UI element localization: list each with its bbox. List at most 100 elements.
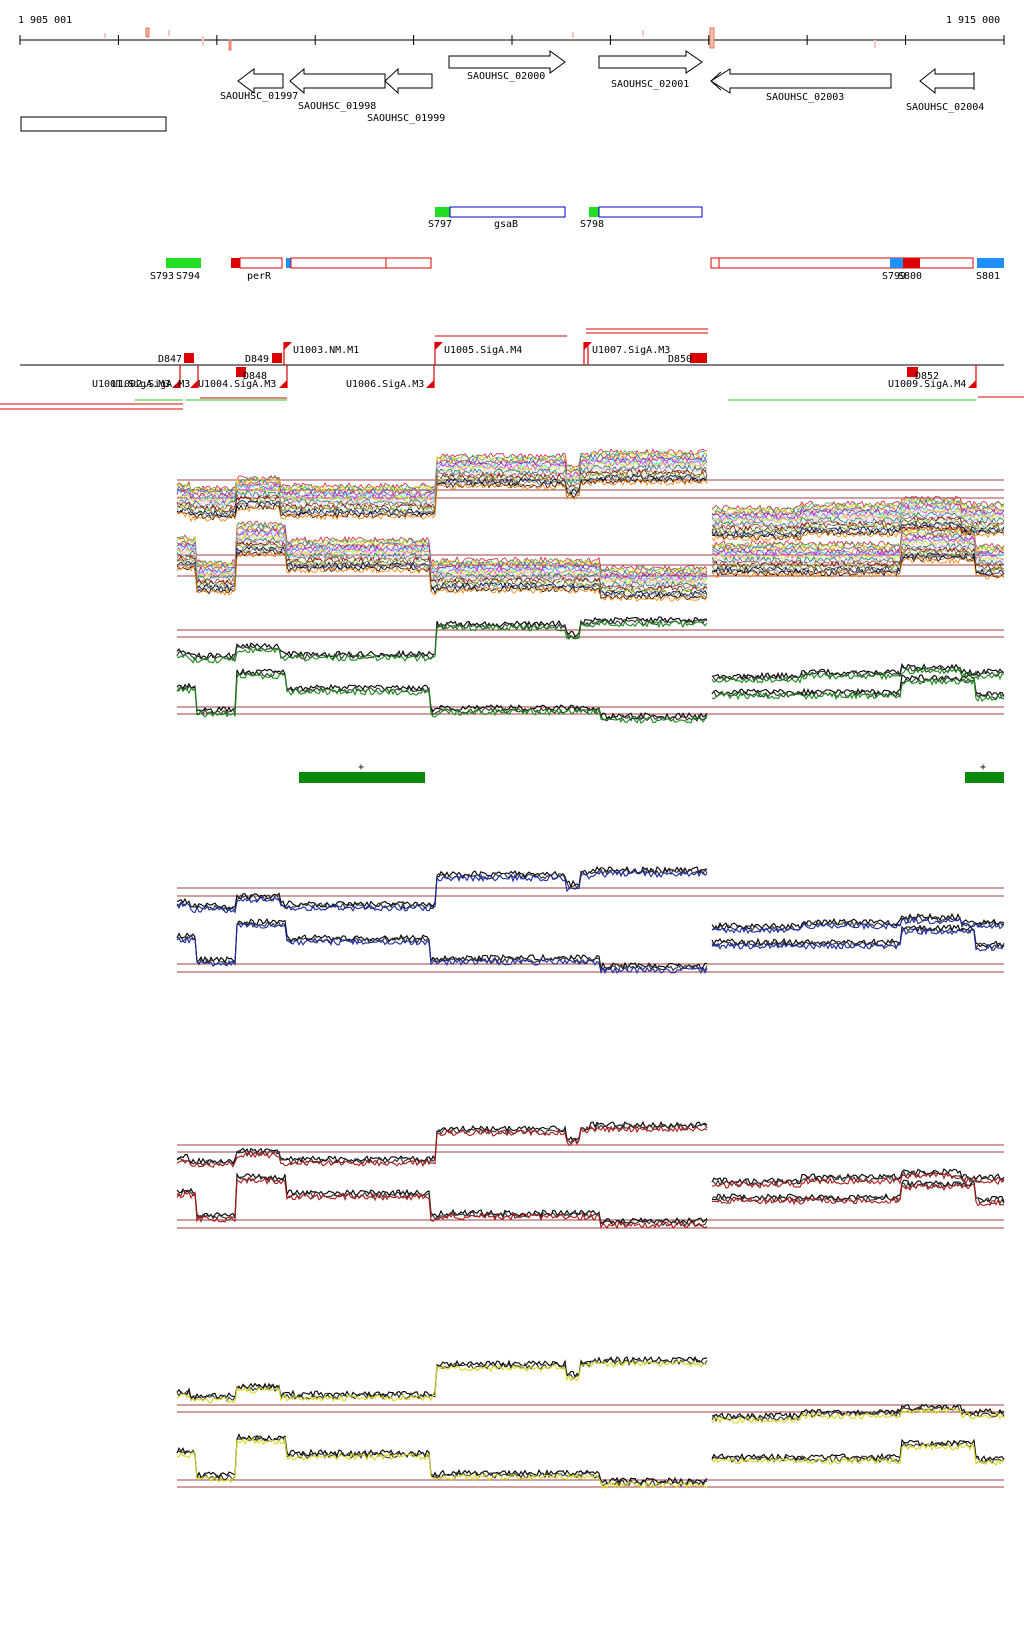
gene-saouhsc-02001[interactable]: SAOUHSC_02001 (598, 50, 703, 90)
signal-line-plus (176, 619, 708, 664)
signal-line-plus (711, 522, 1005, 539)
feature-s800-label: S800 (898, 271, 922, 282)
promoter-u1007[interactable]: U1007.SigA.M3 (583, 328, 708, 365)
gene-saouhsc-01998[interactable]: SAOUHSC_01998 (289, 67, 386, 112)
signal-line-plus (711, 523, 1005, 541)
feature-perr-label: perR (247, 271, 272, 282)
gene-saouhsc-02004[interactable]: SAOUHSC_02004 (906, 67, 984, 113)
terminator-d852[interactable]: D852 (907, 367, 939, 382)
domain-left[interactable] (299, 772, 425, 783)
d847-label: D847 (158, 354, 182, 365)
signal-line-plus (176, 1358, 708, 1403)
d849-label: D849 (245, 354, 269, 365)
gene-label: SAOUHSC_02001 (611, 79, 689, 90)
feature-s801-label: S801 (976, 271, 1000, 282)
signal-line-minus (176, 668, 708, 720)
signal-line-plus (176, 476, 708, 521)
signal-line-minus (711, 1438, 1005, 1464)
signal-line-minus (176, 917, 707, 971)
feature-s801[interactable]: S801 (976, 258, 1004, 282)
gene-saouhsc-01997[interactable]: SAOUHSC_01997 (220, 68, 298, 102)
gene-saouhsc-01999[interactable]: SAOUHSC_01999 (367, 67, 445, 124)
signal-line-plus (176, 1120, 708, 1165)
signal-line-plus (176, 1124, 708, 1168)
signal-line-plus (711, 495, 1005, 512)
signal-line-minus (711, 545, 1005, 569)
signal-line-plus (176, 616, 708, 661)
gene-track: SAOUHSC_01997 SAOUHSC_01998 SAOUHSC_0199… (20, 50, 984, 132)
u1005-label: U1005.SigA.M4 (444, 345, 522, 356)
signal-line-minus (711, 538, 1005, 563)
signal-line-minus (711, 677, 1005, 702)
signal-line-minus (711, 927, 1005, 952)
signal-line-plus (711, 1403, 1005, 1421)
terminator-d848[interactable]: D848 (236, 367, 267, 382)
signal-line-plus (711, 666, 1005, 684)
signal-line-plus (711, 1168, 1005, 1186)
signal-line-plus (711, 521, 1005, 538)
feature-perr-downstream[interactable] (286, 257, 432, 269)
signal-line-minus (711, 1441, 1005, 1465)
feature-s794-label: S794 (176, 271, 200, 282)
signal-line-plus (176, 1360, 708, 1404)
signal-line-minus (176, 921, 708, 972)
signal-line-plus (176, 475, 708, 520)
feature-s793-s794[interactable]: S793 S794 (150, 258, 201, 282)
feature-s799-label: S799 (882, 271, 906, 282)
feature-s797-label: S797 (428, 219, 452, 230)
promoter-u1009[interactable]: U1009.SigA.M4 (728, 365, 1024, 401)
feature-s797-gsab[interactable]: S797 gsaB (428, 206, 566, 230)
signal-line-minus (711, 1183, 1005, 1207)
signal-line-plus (711, 912, 1005, 931)
promoter-u1004[interactable]: U1004.SigA.M3 (186, 365, 288, 401)
feature-s799-s800[interactable]: S799 S800 (710, 257, 974, 282)
signal-line-minus (176, 544, 708, 595)
signal-line-minus (176, 1177, 708, 1230)
signal-line-minus (176, 528, 708, 580)
feature-s798[interactable]: S798 (580, 206, 703, 230)
feature-track-upper: S797 gsaB S798 (428, 206, 703, 230)
signal-line-minus (711, 674, 1005, 697)
signal-line-minus (176, 526, 708, 579)
promoter-u1006[interactable]: U1006.SigA.M3 (346, 365, 435, 390)
signal-line-plus (176, 1122, 708, 1167)
signal-line-minus (176, 530, 708, 582)
signal-line-plus (176, 468, 708, 513)
feature-s793-label: S793 (150, 271, 174, 282)
d848-label: D848 (243, 371, 267, 382)
ruler-ticks (19, 35, 1005, 45)
terminator-d847[interactable]: D847 (158, 353, 194, 365)
feature-perr[interactable]: perR (231, 257, 283, 282)
signal-line-plus (176, 472, 708, 516)
promoter-track: D847 D849 U1003.NM.M1 U1005.SigA.M4 U100… (0, 328, 1024, 410)
terminator-d850[interactable]: D850 (668, 353, 707, 365)
signal-line-minus (176, 1433, 708, 1485)
terminator-d849[interactable]: D849 (245, 353, 282, 365)
domain-right[interactable] (965, 772, 1004, 783)
promoter-u1005[interactable]: U1005.SigA.M4 (434, 335, 567, 365)
d850-label: D850 (668, 354, 692, 365)
expression-panel-blue (176, 865, 1005, 975)
signal-line-plus (711, 1406, 1005, 1424)
signal-line-minus (711, 534, 1005, 557)
signal-line-minus (176, 545, 708, 598)
signal-line-plus (176, 867, 708, 912)
gene-label: SAOUHSC_02003 (766, 92, 844, 103)
signal-line-minus (176, 922, 708, 975)
signal-line-plus (176, 451, 708, 495)
signal-line-minus (176, 523, 708, 576)
u1007-label: U1007.SigA.M3 (592, 345, 670, 356)
gene-partial-left[interactable] (20, 116, 167, 132)
gene-saouhsc-02000[interactable]: SAOUHSC_02000 (448, 50, 566, 82)
signal-line-minus (176, 541, 708, 592)
signal-line-plus (711, 501, 1005, 519)
feature-gsab-label: gsaB (494, 219, 518, 230)
signal-line-minus (176, 550, 708, 602)
promoter-u1003[interactable]: U1003.NM.M1 (283, 342, 359, 365)
signal-line-plus (711, 525, 1005, 543)
gene-saouhsc-02003[interactable]: SAOUHSC_02003 (710, 68, 892, 103)
signal-line-minus (176, 670, 708, 723)
signal-line-minus (711, 555, 1005, 579)
promoter-u1001-u1002[interactable]: U1001.SigA.M3 U1002.SigA.M3 (0, 365, 199, 410)
signal-line-plus (176, 459, 708, 503)
